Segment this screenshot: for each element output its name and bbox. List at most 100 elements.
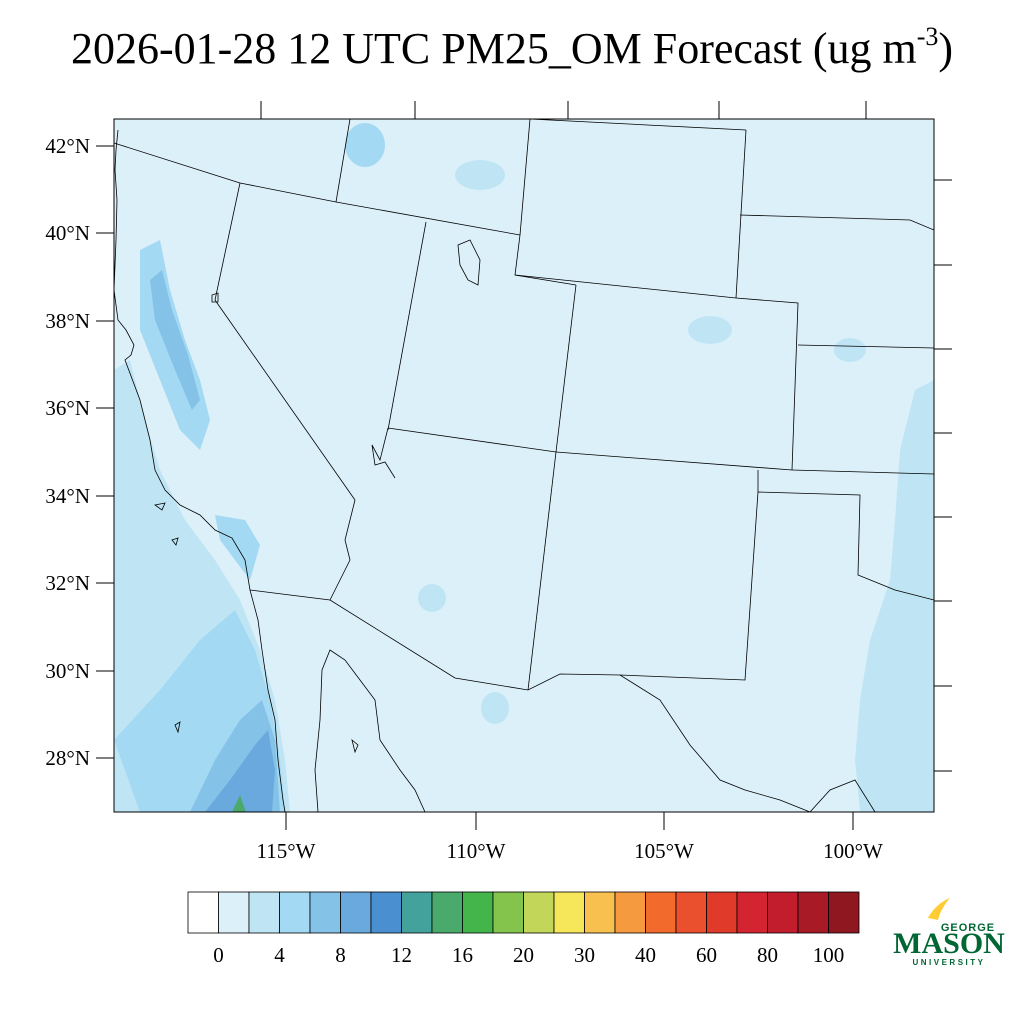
colorbar-swatch (828, 891, 860, 934)
title-text: 2026-01-28 12 UTC PM25_OM Forecast (ug m (70, 24, 917, 73)
state-border-nm-tx (619, 491, 934, 681)
patch-idaho (345, 123, 385, 167)
lat-label-42: 42°N (45, 134, 90, 158)
ocean-plume-4 (205, 730, 275, 812)
state-border-id-mt (519, 119, 531, 236)
colorado-river (329, 499, 356, 601)
colorbar-swatch (736, 891, 768, 934)
lat-label-32: 32°N (45, 571, 90, 595)
colorbar-swatch (279, 891, 311, 934)
gulf-island (351, 738, 359, 754)
colorbar-swatch (614, 891, 646, 934)
gmu-logo: GEORGE MASON UNIVERSITY (893, 898, 1005, 967)
colorbar-swatch (431, 891, 463, 934)
colorbar-swatch (675, 891, 707, 934)
colorbar-swatch (340, 891, 372, 934)
map-frame (113, 118, 935, 813)
colorbar-swatch (187, 891, 219, 934)
lon-label-110: 110°W (447, 839, 506, 863)
logo-bottom-text: UNIVERSITY (912, 958, 985, 967)
latitude-labels: 42°N 40°N 38°N 36°N 34°N 32°N 30°N 28°N (45, 134, 90, 770)
channel-island (154, 502, 166, 511)
colorbar-swatch (706, 891, 738, 934)
sierra-band-2 (150, 270, 200, 410)
lon-label-105: 105°W (634, 839, 694, 863)
colorbar-swatch (370, 891, 402, 934)
patch-co (688, 316, 732, 344)
colorbar-swatch (248, 891, 280, 934)
colorbar-swatch (492, 891, 524, 934)
state-border-wy-ne (735, 129, 747, 299)
colorbar-label: 12 (391, 943, 412, 967)
lat-label-40: 40°N (45, 221, 90, 245)
lat-label-36: 36°N (45, 396, 90, 420)
state-border-or-ca (114, 142, 241, 184)
east-plume (855, 380, 934, 812)
map-title: 2026-01-28 12 UTC PM25_OM Forecast (ug m… (0, 22, 1024, 74)
state-border-nv-ut (387, 221, 427, 431)
state-border-az-nm (527, 451, 557, 691)
state-border-co-nm (555, 451, 793, 471)
gulf-california-coast (314, 649, 426, 812)
rio-grande-mx (809, 779, 876, 812)
logo-top-text: GEORGE (941, 922, 995, 934)
colorbar-label: 80 (757, 943, 778, 967)
colorbar-label: 16 (452, 943, 473, 967)
colorbar-label: 20 (513, 943, 534, 967)
colorbar (187, 891, 860, 934)
patch-mx (481, 692, 509, 724)
colorbar-label: 100 (813, 943, 845, 967)
colorbar-labels: 0 4 8 12 16 20 30 40 60 80 100 (213, 943, 844, 967)
lat-label-38: 38°N (45, 309, 90, 333)
colorbar-swatch (584, 891, 616, 934)
boundaries (114, 119, 934, 812)
state-border-sd-ne (739, 214, 934, 231)
lat-label-30: 30°N (45, 659, 90, 683)
colorbar-label: 60 (696, 943, 717, 967)
colorbar-swatch (797, 891, 829, 934)
colorbar-swatch (309, 891, 341, 934)
colorbar-label: 8 (335, 943, 346, 967)
lon-label-115: 115°W (257, 839, 316, 863)
patch-wy (455, 160, 505, 190)
concentration-field (114, 123, 934, 812)
colorbar-label: 4 (274, 943, 285, 967)
state-border-mt-wy (529, 119, 747, 131)
colorbar-label: 0 (213, 943, 224, 967)
lat-label-34: 34°N (45, 484, 90, 508)
patch-nm (418, 584, 446, 612)
ocean-plume-5 (232, 795, 246, 812)
title-exponent: -3 (916, 22, 939, 51)
baja-island (174, 721, 181, 734)
longitude-labels: 115°W 110°W 105°W 100°W (257, 839, 884, 863)
logo-main-text: MASON (893, 927, 1005, 960)
state-border-id-wy (335, 119, 351, 203)
colorbar-swatch (218, 891, 250, 934)
colorbar-swatch (401, 891, 433, 934)
logo-flame (928, 898, 950, 920)
title-close: ) (938, 24, 954, 73)
state-border-ok (791, 469, 934, 475)
colorbar-label: 30 (574, 943, 595, 967)
state-border-wy-co (514, 274, 737, 299)
state-border-ca-nv (214, 182, 356, 501)
state-border-ks (797, 344, 934, 349)
colorbar-swatch (767, 891, 799, 934)
pacific-coastline (114, 129, 286, 812)
state-border-ut-co (555, 284, 577, 453)
colorbar-swatch (523, 891, 555, 934)
colorbar-swatch (553, 891, 585, 934)
colorbar-label: 40 (635, 943, 656, 967)
us-mexico-border (249, 589, 811, 812)
tick-marks (96, 101, 952, 830)
patch-ks (834, 338, 866, 362)
colorbar-swatch (462, 891, 494, 934)
lon-label-100: 100°W (823, 839, 883, 863)
state-border-az-nv (371, 427, 396, 479)
state-border-co-ne (735, 297, 799, 471)
colorbar-swatch (645, 891, 677, 934)
lat-label-28: 28°N (45, 746, 90, 770)
channel-island-2 (171, 537, 179, 546)
state-border-ut-az (387, 427, 557, 453)
